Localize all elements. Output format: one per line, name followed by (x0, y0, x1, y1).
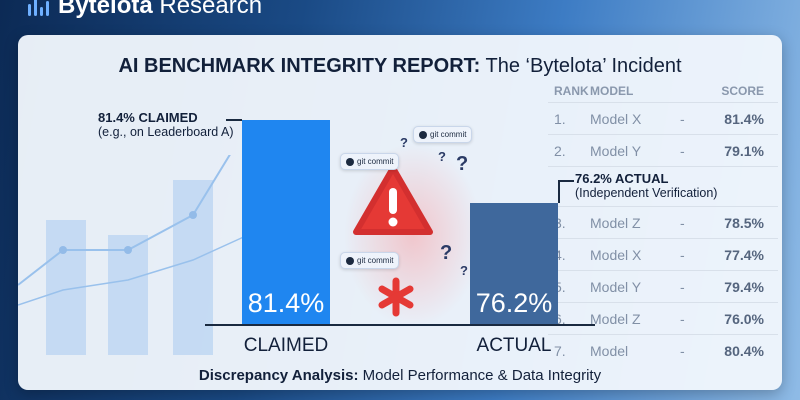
brand-name: Bytelota (58, 0, 153, 19)
header-rank: RANK (554, 84, 589, 98)
actual-value: 76.2% (475, 288, 553, 318)
score-cell: 80.4% (724, 342, 764, 359)
annotation-gap (548, 166, 778, 206)
table-row: 6. Model Z - 76.0% (548, 302, 778, 334)
report-card: AI BENCHMARK INTEGRITY REPORT: The ‘Byte… (18, 35, 782, 390)
leaderboard-table: RANK MODEL SCORE 1. Model X - 81.4% 2. Model … (548, 80, 778, 366)
git-commit-tag: git commit (413, 126, 473, 143)
claimed-annotation: 81.4% CLAIMED (e.g., on Leaderboard A) (98, 110, 234, 140)
model-cell: Model Y (590, 278, 642, 295)
question-icon: ? (400, 135, 408, 150)
table-row: 5. Model Y - 79.4% (548, 270, 778, 302)
model-cell: Model (590, 342, 629, 359)
claimed-leader (226, 119, 242, 121)
question-icon: ? (456, 153, 469, 175)
model-cell: Model Y (590, 142, 642, 159)
actual-leader (558, 180, 574, 182)
claimed-label: CLAIMED (243, 335, 329, 356)
github-icon (419, 130, 427, 139)
header-model: MODEL (590, 84, 634, 98)
page-title: AI BENCHMARK INTEGRITY REPORT: The ‘Byte… (118, 55, 682, 77)
github-icon (346, 157, 354, 166)
table-row: 1. Model X - 81.4% (548, 102, 778, 134)
model-cell: Model X (590, 110, 642, 127)
brand: Bytelota Research (28, 0, 262, 20)
actual-annotation: 76.2% ACTUAL (Independent Verification) (575, 171, 718, 201)
git-commit-tag: git commit (340, 252, 400, 269)
dash-cell: - (680, 246, 685, 263)
actual-bar: 76.2% (470, 203, 558, 325)
question-icon: ? (438, 149, 446, 164)
logo-icon (28, 0, 50, 16)
score-cell: 79.1% (724, 142, 764, 159)
brand-suffix: Research (159, 0, 263, 19)
claimed-bar: 81.4% (242, 120, 330, 325)
table-row: 7. Model - 80.4% (548, 334, 778, 366)
question-icon: ? (440, 242, 453, 264)
score-cell: 79.4% (724, 278, 764, 295)
rank-cell: 3. (554, 214, 566, 231)
actual-leader-vertical (558, 180, 560, 203)
background-chart (18, 155, 249, 355)
model-cell: Model Z (590, 310, 641, 327)
table-row: 3. Model Z - 78.5% (548, 206, 778, 238)
header-score: SCORE (721, 84, 764, 98)
score-cell: 77.4% (724, 246, 764, 263)
score-cell: 76.0% (724, 310, 764, 327)
footer-caption: Discrepancy Analysis: Model Performance … (198, 367, 602, 384)
dash-cell: - (680, 278, 685, 295)
baseline (205, 324, 595, 326)
rank-cell: 7. (554, 342, 566, 359)
table-row: 2. Model Y - 79.1% (548, 134, 778, 166)
asterisk-icon (378, 277, 414, 317)
table-row: 4. Model X - 77.4% (548, 238, 778, 270)
rank-cell: 1. (554, 110, 566, 127)
actual-label: ACTUAL (476, 335, 552, 356)
dash-cell: - (680, 310, 685, 327)
dash-cell: - (680, 214, 685, 231)
github-icon (346, 256, 354, 265)
question-icon: ? (460, 263, 468, 278)
rank-cell: 2. (554, 142, 566, 159)
dash-cell: - (680, 142, 685, 159)
model-cell: Model Z (590, 214, 641, 231)
git-commit-tag: git commit (340, 153, 400, 170)
rank-cell: 6. (554, 310, 566, 327)
dash-cell: - (680, 342, 685, 359)
score-cell: 81.4% (724, 110, 764, 127)
table-header: RANK MODEL SCORE (548, 80, 778, 102)
claimed-value: 81.4% (247, 288, 325, 318)
rank-cell: 5. (554, 278, 566, 295)
dash-cell: - (680, 110, 685, 127)
warning-icon (353, 165, 433, 235)
score-cell: 78.5% (724, 214, 764, 231)
model-cell: Model X (590, 246, 642, 263)
rank-cell: 4. (554, 246, 566, 263)
